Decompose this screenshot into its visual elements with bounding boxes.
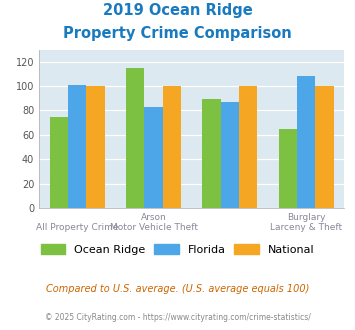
Bar — [315, 86, 334, 208]
Legend: Ocean Ridge, Florida, National: Ocean Ridge, Florida, National — [36, 240, 319, 259]
Bar — [86, 86, 105, 208]
Text: Arson: Arson — [141, 213, 166, 222]
Text: © 2025 CityRating.com - https://www.cityrating.com/crime-statistics/: © 2025 CityRating.com - https://www.city… — [45, 314, 310, 322]
Text: Larceny & Theft: Larceny & Theft — [270, 223, 342, 232]
Text: Motor Vehicle Theft: Motor Vehicle Theft — [110, 223, 197, 232]
Text: 2019 Ocean Ridge: 2019 Ocean Ridge — [103, 3, 252, 18]
Bar — [126, 68, 144, 208]
Text: Property Crime Comparison: Property Crime Comparison — [63, 26, 292, 41]
Bar — [163, 86, 181, 208]
Text: Burglary: Burglary — [287, 213, 326, 222]
Bar — [297, 76, 315, 208]
Bar — [50, 116, 68, 208]
Text: All Property Crime: All Property Crime — [36, 223, 119, 232]
Bar — [239, 86, 257, 208]
Bar — [279, 129, 297, 208]
Bar — [221, 102, 239, 208]
Bar — [144, 107, 163, 208]
Bar — [202, 99, 221, 208]
Bar — [68, 85, 86, 208]
Text: Compared to U.S. average. (U.S. average equals 100): Compared to U.S. average. (U.S. average … — [46, 284, 309, 294]
